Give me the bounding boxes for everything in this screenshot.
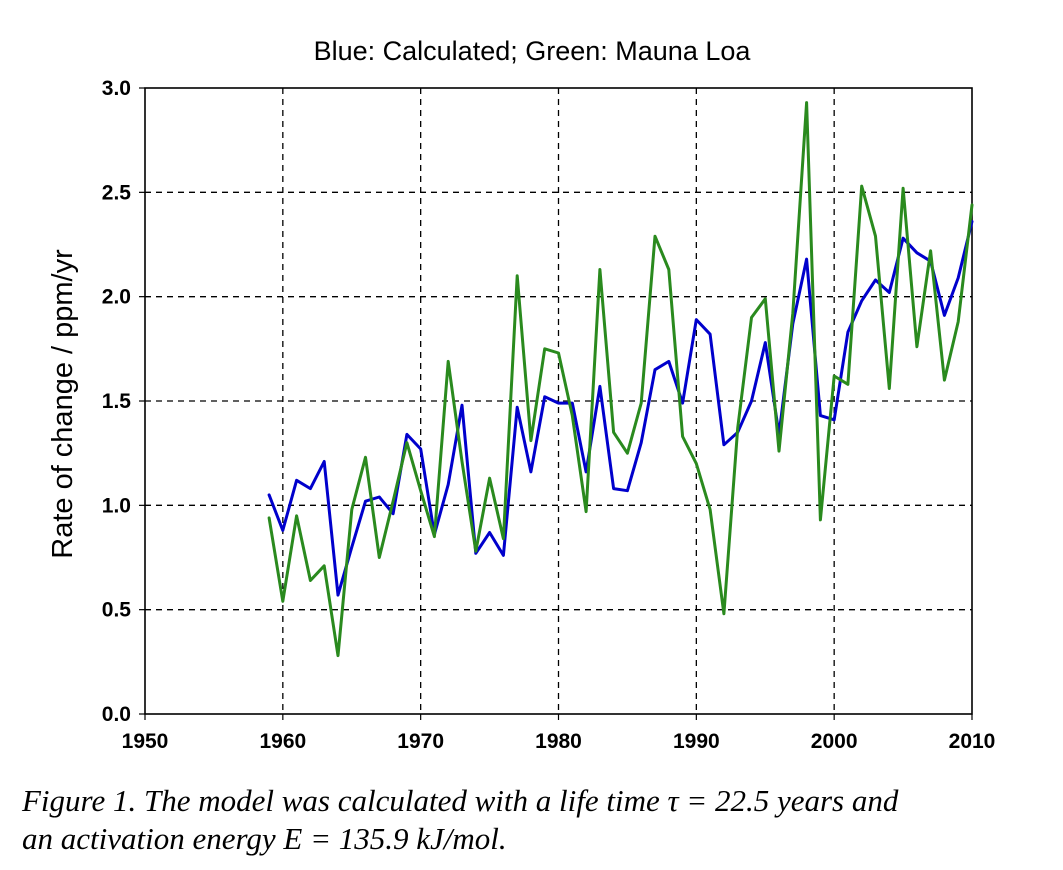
y-axis-label: Rate of change / ppm/yr: [47, 249, 79, 559]
plot-area: 1950 1960 1970 1980 1990 2000 2010 0.0 0.5 1.0 1.5…: [102, 77, 996, 753]
y-tick-label: 0.0: [102, 703, 131, 726]
y-tick-label: 2.5: [102, 181, 132, 204]
caption-line-2: an activation energy E = 135.9 kJ/mol.: [22, 821, 507, 856]
x-tick-label: 1970: [397, 730, 444, 753]
y-tick-label: 1.5: [102, 390, 132, 413]
y-tick-label: 0.5: [102, 599, 132, 622]
x-tick-label: 1990: [673, 730, 720, 753]
x-tick-label: 1950: [122, 730, 169, 753]
y-tick-label: 2.0: [102, 286, 131, 309]
x-tick-label: 1980: [535, 730, 582, 753]
series-line-calculated: [267, 220, 974, 597]
chart-title: Blue: Calculated; Green: Mauna Loa: [314, 36, 752, 66]
figure-caption: Figure 1. The model was calculated with …: [22, 782, 1052, 858]
y-tick-label: 1.0: [102, 494, 131, 517]
x-tick-label: 2010: [949, 730, 996, 753]
x-tick-label: 1960: [259, 730, 306, 753]
y-tick-label: 3.0: [102, 77, 131, 100]
caption-line-1: Figure 1. The model was calculated with …: [22, 783, 899, 818]
x-tick-label: 2000: [811, 730, 858, 753]
series-line-mauna-loa: [267, 101, 974, 658]
